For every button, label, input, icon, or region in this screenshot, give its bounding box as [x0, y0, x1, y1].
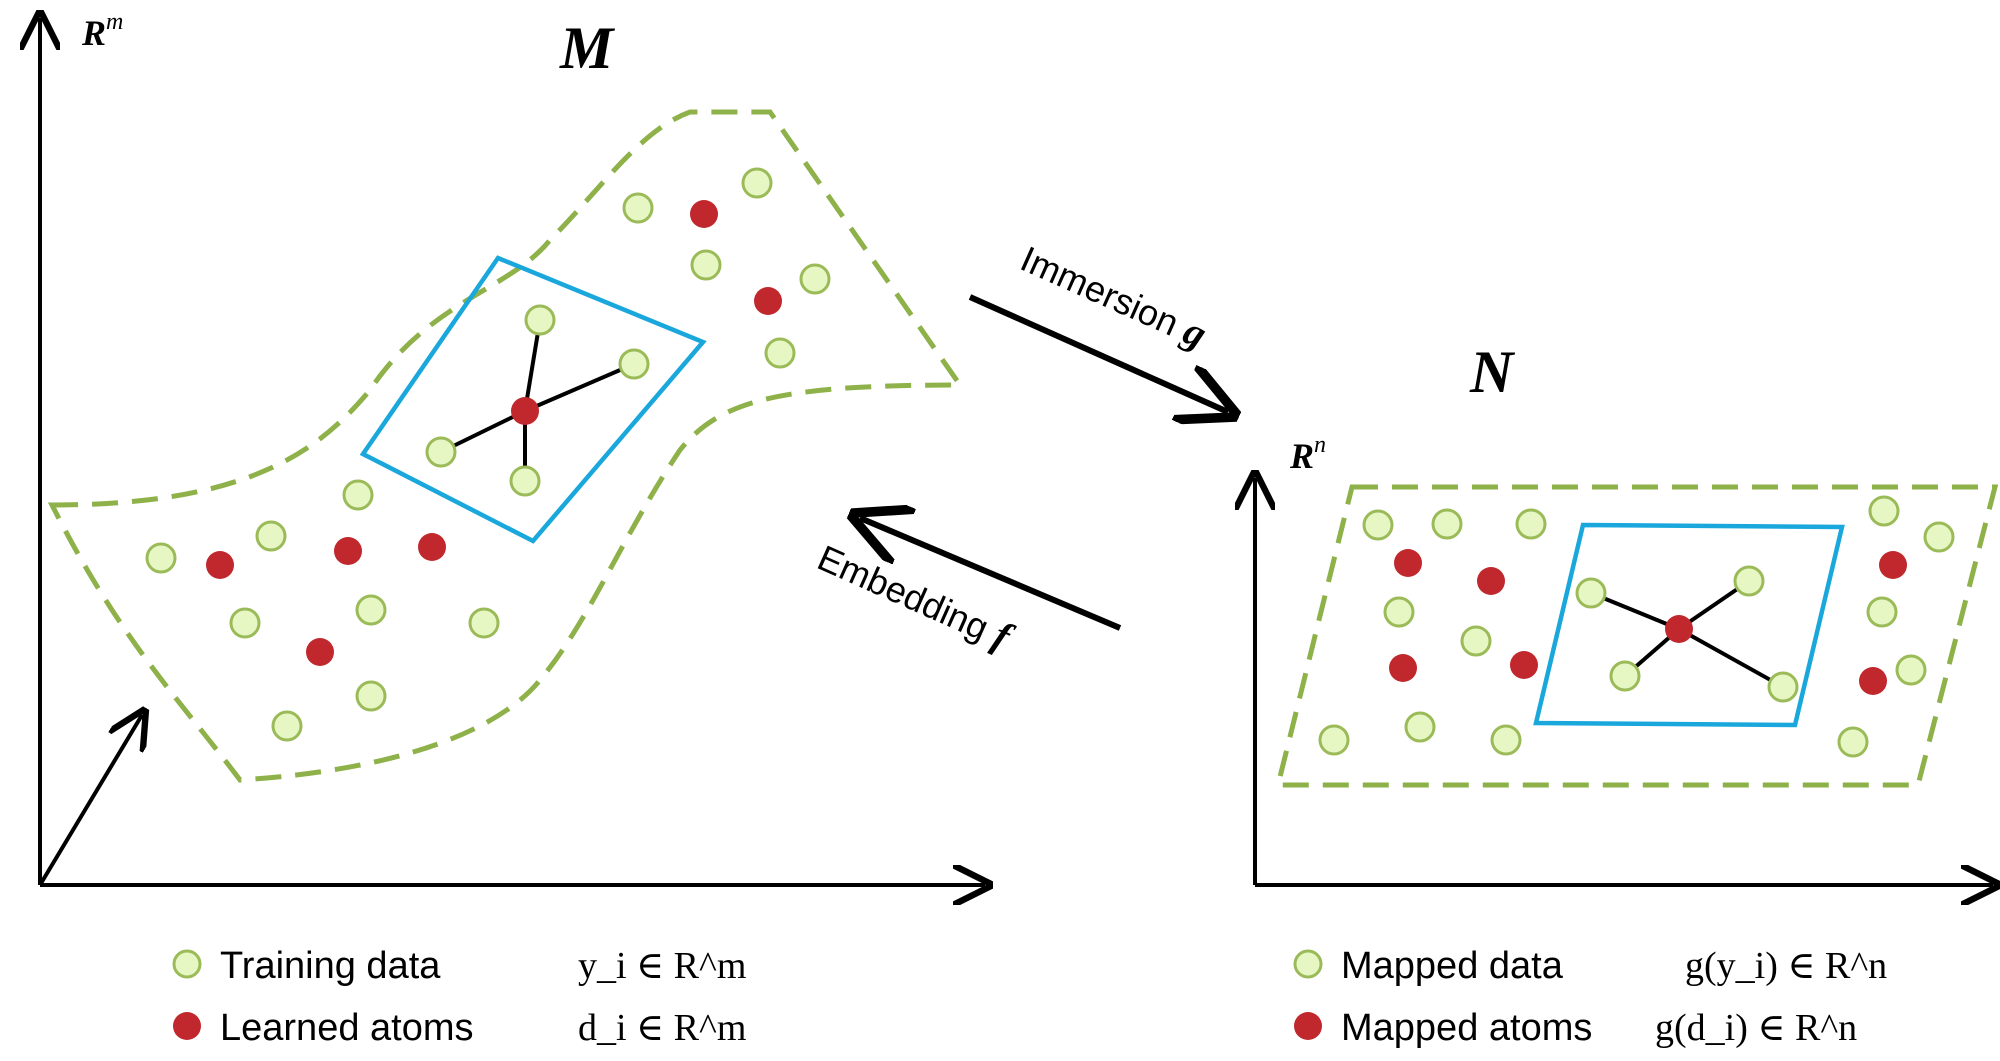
training-data-point	[741, 167, 773, 199]
learned-atom-point	[418, 533, 446, 561]
star-edge	[524, 362, 635, 413]
training-data-point	[509, 465, 541, 497]
mapped-data-point	[1515, 508, 1547, 540]
learned-atom-point	[206, 551, 234, 579]
mapped-atom-point	[1510, 651, 1538, 679]
mapped-atom-point	[1879, 551, 1907, 579]
left-z-axis	[38, 715, 142, 887]
training-data-point	[690, 249, 722, 281]
mapped-data-point	[1868, 495, 1900, 527]
legend-training-label: Training data	[220, 945, 441, 987]
legend-training-marker	[172, 949, 202, 979]
mapped-data-point	[1431, 508, 1463, 540]
learned-atom-point	[690, 200, 718, 228]
mapped-data-point	[1575, 577, 1607, 609]
mapped-atom-point	[1665, 615, 1693, 643]
mapped-data-point	[1318, 724, 1350, 756]
immersion-label: Immersion g	[1014, 235, 1213, 357]
training-data-point	[229, 607, 261, 639]
learned-atom-point	[511, 397, 539, 425]
legend-mapped-data-label: Mapped data	[1341, 945, 1564, 987]
legend-mapped-atoms-label: Mapped atoms	[1341, 1007, 1592, 1049]
legend-mapped-atoms-math: g(d_i) ∈ R^n	[1655, 1007, 1857, 1049]
training-data-point	[145, 542, 177, 574]
training-data-point	[425, 436, 457, 468]
mapped-data-point	[1404, 711, 1436, 743]
mapped-data-point	[1460, 625, 1492, 657]
left-points	[145, 167, 831, 742]
mapped-data-point	[1767, 671, 1799, 703]
embedding-label: Embedding f	[811, 534, 1020, 660]
right-points	[1318, 495, 1955, 758]
star-edge	[1590, 591, 1680, 631]
right-axes	[1255, 478, 1993, 885]
learned-atom-point	[334, 537, 362, 565]
legend-atoms-label: Learned atoms	[220, 1007, 474, 1049]
mapped-atom-point	[1389, 654, 1417, 682]
training-data-point	[618, 348, 650, 380]
training-data-point	[799, 263, 831, 295]
star-edge	[440, 409, 526, 454]
legend-right: Mapped data g(y_i) ∈ R^n Mapped atoms g(…	[1293, 945, 1887, 1049]
legend-training-math: y_i ∈ R^m	[578, 945, 746, 987]
training-data-point	[468, 607, 500, 639]
mapped-data-point	[1837, 726, 1869, 758]
embedding-arrow	[860, 518, 1122, 631]
legend-left: Training data y_i ∈ R^m Learned atoms d_…	[172, 945, 746, 1049]
training-data-point	[355, 594, 387, 626]
mapped-data-point	[1362, 509, 1394, 541]
mapped-data-point	[1895, 654, 1927, 686]
manifold-m-patch	[359, 255, 707, 544]
manifold-m-label: M	[559, 15, 616, 81]
mapped-data-point	[1733, 565, 1765, 597]
mapped-atom-point	[1859, 667, 1887, 695]
manifold-n-patch	[1533, 522, 1845, 728]
mapped-data-point	[1923, 521, 1955, 553]
manifold-n-outline	[1274, 484, 1999, 788]
training-data-point	[342, 479, 374, 511]
mapped-atom-point	[1394, 549, 1422, 577]
training-data-point	[255, 520, 287, 552]
manifold-n-label: N	[1469, 339, 1516, 405]
training-data-point	[355, 680, 387, 712]
mapped-data-point	[1490, 724, 1522, 756]
learned-atom-point	[306, 638, 334, 666]
legend-atoms-math: d_i ∈ R^m	[578, 1007, 746, 1049]
training-data-point	[524, 304, 556, 336]
legend-mapped-data-math: g(y_i) ∈ R^n	[1685, 945, 1887, 987]
immersion-arrow	[968, 294, 1228, 412]
mapped-data-point	[1609, 660, 1641, 692]
training-data-point	[622, 192, 654, 224]
legend-atoms-marker	[173, 1012, 201, 1040]
left-axis-label: Rm	[81, 9, 123, 53]
legend-mapped-data-marker	[1293, 949, 1323, 979]
mapped-atom-point	[1477, 567, 1505, 595]
training-data-point	[764, 337, 796, 369]
star-edge	[1678, 627, 1784, 689]
mapped-data-point	[1383, 596, 1415, 628]
mapped-data-point	[1866, 596, 1898, 628]
legend-mapped-atoms-marker	[1294, 1012, 1322, 1040]
right-axis-label: Rn	[1289, 432, 1326, 476]
learned-atom-point	[754, 287, 782, 315]
manifold-m-outline	[47, 109, 965, 783]
training-data-point	[271, 710, 303, 742]
left-axes	[40, 18, 985, 885]
